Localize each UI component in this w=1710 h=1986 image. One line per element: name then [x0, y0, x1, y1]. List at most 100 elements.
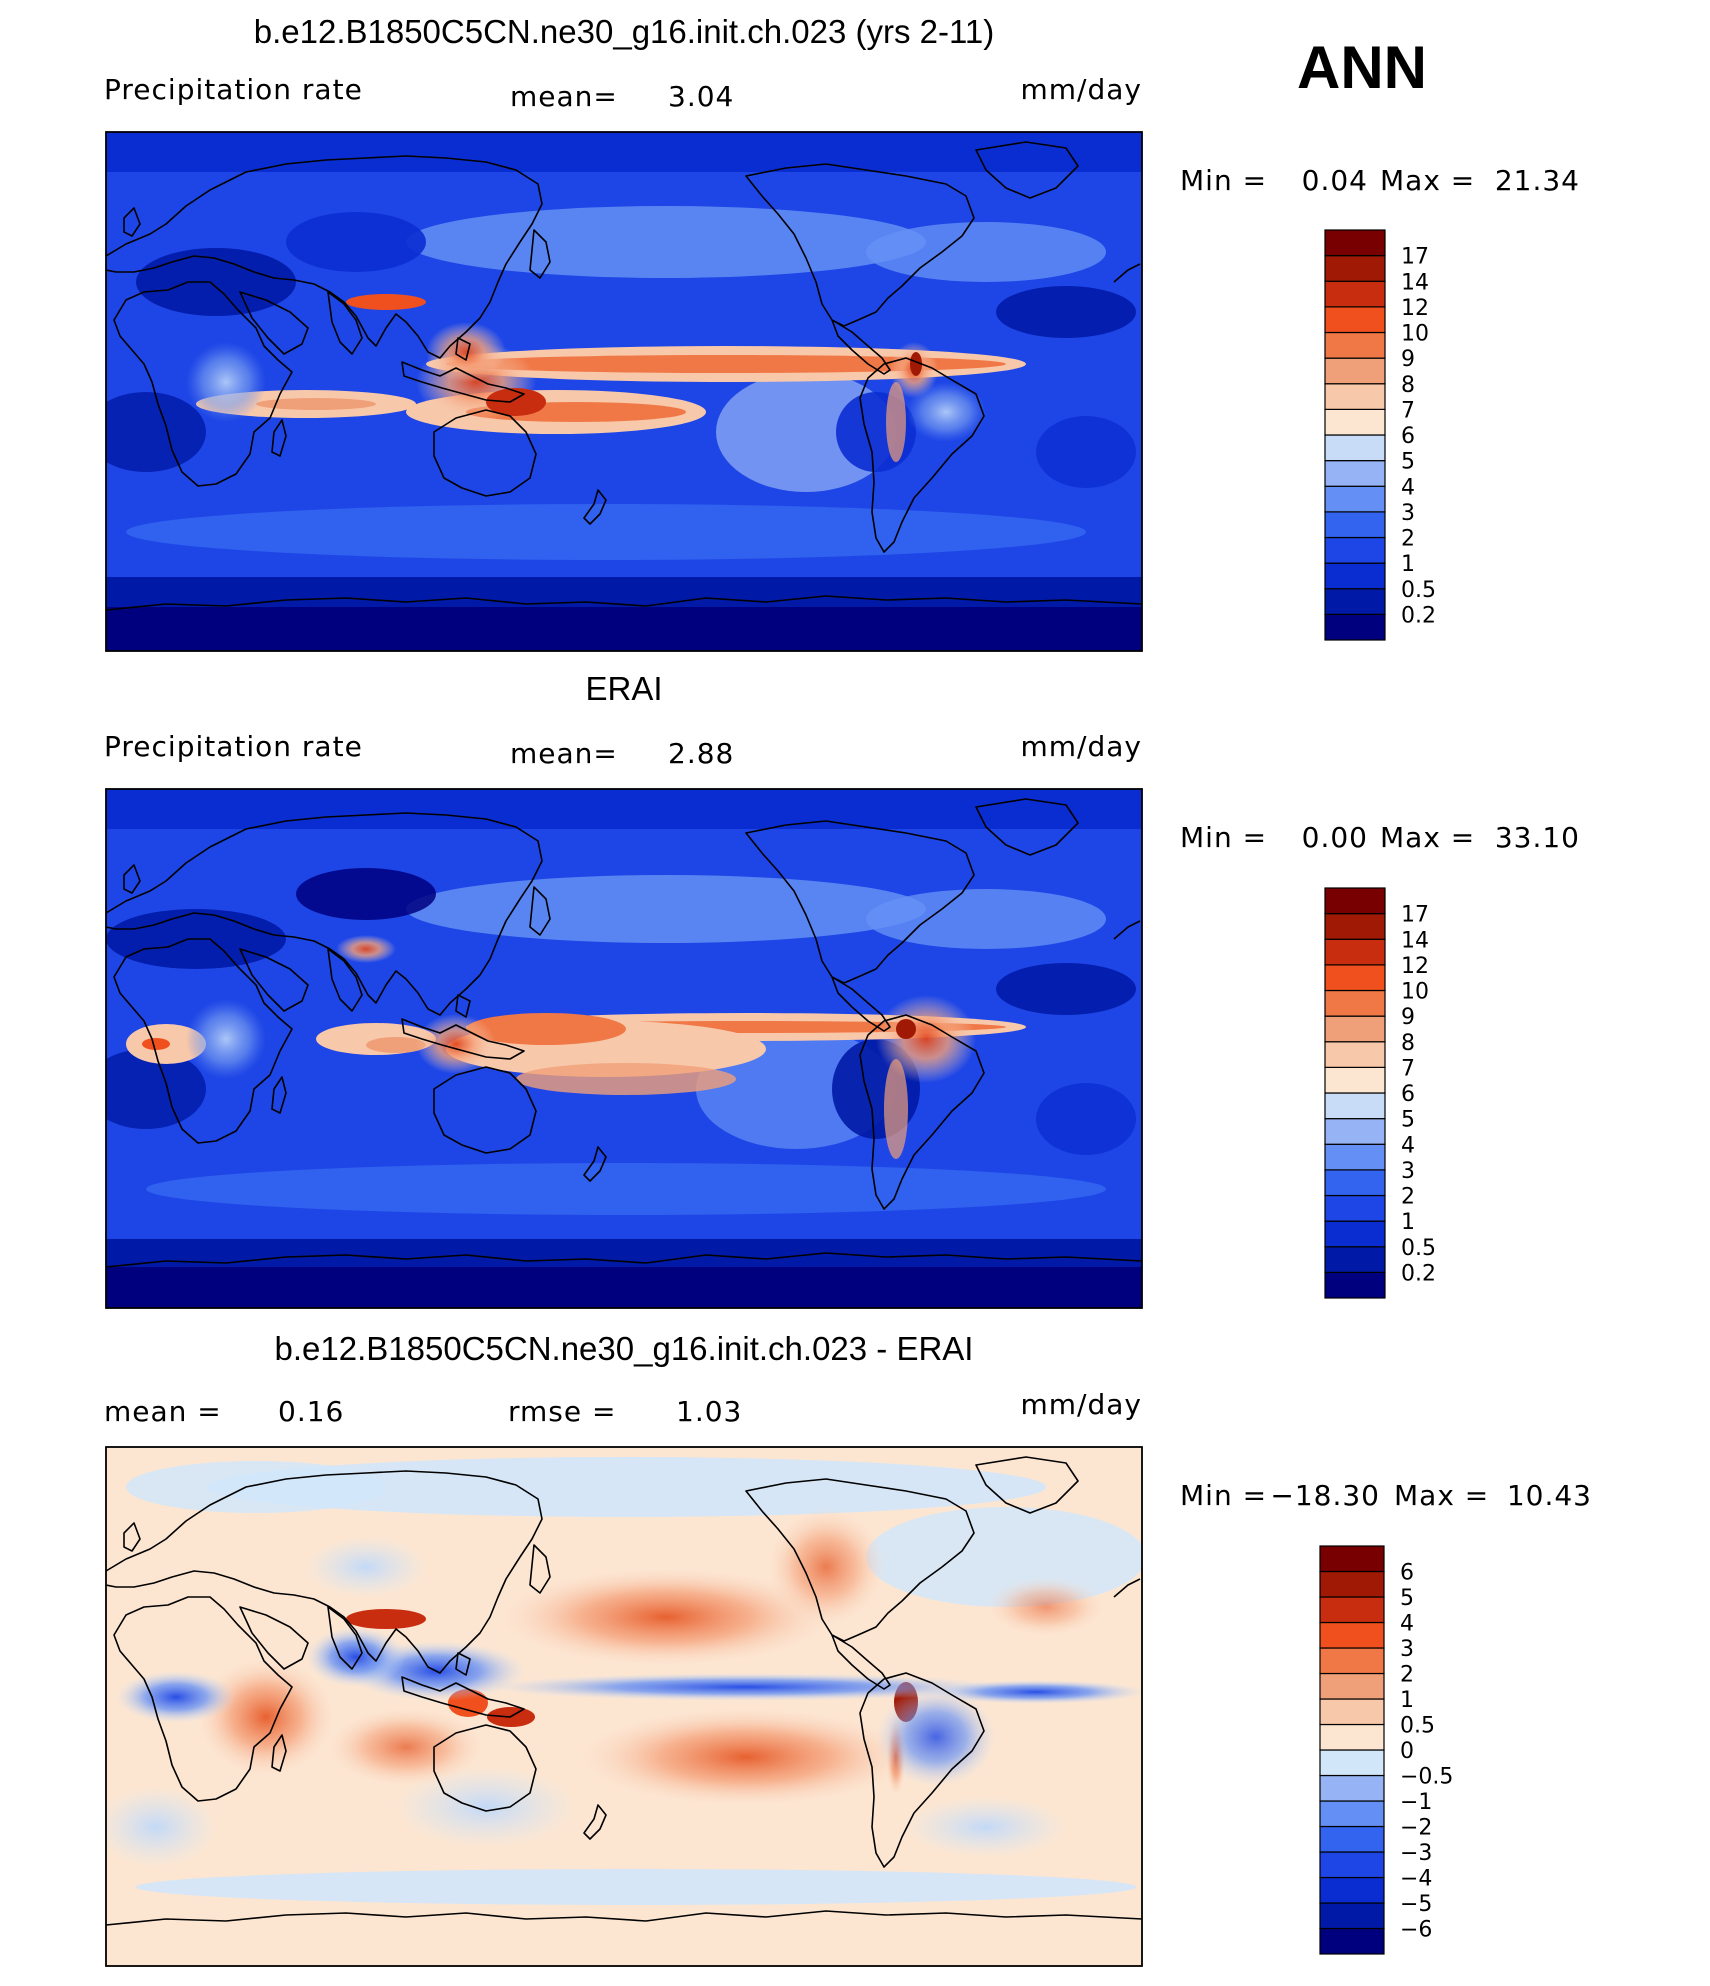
colorbar-swatch: [1319, 1800, 1385, 1828]
colorbar-tick-label: 5: [1400, 1586, 1414, 1611]
colorbar-tick-label: −3: [1400, 1841, 1432, 1866]
colorbar-swatch: [1319, 1647, 1385, 1675]
colorbar-tick-label: 4: [1401, 1133, 1415, 1158]
colorbar-tick-label: 8: [1401, 373, 1415, 398]
colorbar-swatch: [1319, 1723, 1385, 1751]
colorbar-swatch: [1324, 938, 1386, 966]
colorbar-tick-label: 0.2: [1401, 1261, 1436, 1286]
colorbar-tick-label: 4: [1400, 1612, 1414, 1637]
colorbar-tick-label: 2: [1401, 527, 1415, 552]
diff-mean-label: mean =: [104, 1395, 222, 1428]
colorbar-tick-label: 4: [1401, 475, 1415, 500]
colorbar-swatch: [1324, 1143, 1386, 1171]
colorbar-tick-label: 12: [1401, 296, 1429, 321]
colorbar-swatch: [1324, 408, 1386, 436]
map-model: [106, 132, 1142, 651]
colorbar-tick-label: 2: [1400, 1663, 1414, 1688]
max-label: Max =: [1380, 164, 1475, 197]
colorbar-tick-label: 10: [1401, 980, 1429, 1005]
mean-label: mean=: [510, 737, 618, 770]
colorbar-swatch: [1324, 460, 1386, 487]
map-frame: [105, 131, 1143, 652]
colorbar-swatch: [1319, 1902, 1385, 1930]
colorbar-tick-label: 5: [1401, 450, 1415, 475]
rmse-value: 1.03: [676, 1395, 742, 1428]
colorbar-swatch: [1324, 1066, 1386, 1094]
colorbar-tick-label: −4: [1400, 1867, 1432, 1892]
colorbar-swatch: [1324, 1194, 1386, 1222]
min-label: Min =: [1180, 821, 1267, 854]
colorbar-tick-label: 3: [1400, 1637, 1414, 1662]
panel-diff: b.e12.B1850C5CN.ne30_g16.init.ch.023 - E…: [104, 1330, 1592, 1967]
colorbar-tick-label: 10: [1401, 322, 1429, 347]
colorbar-tick-label: 6: [1400, 1561, 1414, 1586]
colorbar-tick-label: −2: [1400, 1816, 1432, 1841]
max-value: 10.43: [1507, 1479, 1592, 1512]
season-label: ANN: [1297, 34, 1427, 101]
colorbar-swatch: [1319, 1570, 1385, 1598]
colorbar-tick-label: 17: [1401, 245, 1429, 270]
mean-label: mean=: [510, 80, 618, 113]
colorbar-swatch: [1319, 1825, 1385, 1853]
map-obs: [106, 789, 1142, 1308]
colorbar-tick-label: −5: [1400, 1892, 1432, 1917]
colorbar-swatch: [1319, 1596, 1385, 1624]
colorbar-swatch: [1324, 383, 1386, 410]
colorbar-tick-label: −0.5: [1400, 1765, 1453, 1790]
colorbar-swatch: [1324, 1092, 1386, 1120]
colorbar-swatch: [1324, 485, 1386, 513]
colorbar-tick-label: 3: [1401, 1159, 1415, 1184]
colorbar-swatch: [1324, 964, 1386, 992]
colorbar-swatch: [1324, 613, 1386, 641]
map-diff: [106, 1447, 1142, 1966]
min-label: Min =: [1180, 164, 1267, 197]
colorbar-tick-label: 9: [1401, 1005, 1415, 1030]
colorbar-swatch: [1324, 536, 1386, 564]
min-value: 0.00: [1302, 821, 1368, 854]
colorbar-tick-label: 0.2: [1401, 603, 1436, 628]
colorbar-tick-label: 0.5: [1400, 1714, 1435, 1739]
rmse-label: rmse =: [508, 1395, 616, 1428]
colorbar-swatch: [1324, 1041, 1386, 1068]
colorbar-tick-label: 12: [1401, 954, 1429, 979]
variable-label: Precipitation rate: [104, 73, 363, 106]
units-label: mm/day: [1021, 730, 1143, 763]
colorbar-tick-label: 3: [1401, 501, 1415, 526]
colorbar-tick-label: 1: [1401, 1210, 1415, 1235]
colorbar-swatch: [1324, 1271, 1386, 1299]
colorbar-tick-label: −6: [1400, 1918, 1432, 1943]
colorbar-tick-label: 0: [1400, 1739, 1414, 1764]
min-value: 0.04: [1302, 164, 1368, 197]
max-value: 33.10: [1495, 821, 1580, 854]
colorbar-tick-label: 14: [1401, 928, 1429, 953]
colorbar-swatch: [1324, 989, 1386, 1017]
colorbar-swatch: [1324, 229, 1386, 257]
mean-value: 2.88: [668, 737, 734, 770]
colorbar-swatch: [1319, 1698, 1385, 1726]
diff-mean-value: 0.16: [278, 1395, 344, 1428]
max-label: Max =: [1380, 821, 1475, 854]
colorbar-swatch: [1324, 913, 1386, 940]
colorbar-swatch: [1324, 588, 1386, 615]
colorbar-swatch: [1319, 1876, 1385, 1904]
max-value: 21.34: [1495, 164, 1580, 197]
colorbar-swatch: [1319, 1927, 1385, 1955]
units-label: mm/day: [1021, 73, 1143, 106]
panel-model: b.e12.B1850C5CN.ne30_g16.init.ch.023 (yr…: [104, 13, 1580, 652]
colorbar-swatch: [1319, 1749, 1385, 1777]
colorbar-tick-label: 6: [1401, 424, 1415, 449]
colorbar-tick-label: 14: [1401, 270, 1429, 295]
colorbar-swatch: [1324, 280, 1386, 308]
colorbar-tick-label: 9: [1401, 347, 1415, 372]
colorbar-swatch: [1319, 1851, 1385, 1879]
colorbar-swatch: [1324, 357, 1386, 385]
colorbar-tick-label: 2: [1401, 1185, 1415, 1210]
colorbar-tick-label: 0.5: [1401, 578, 1436, 603]
colorbar-swatch: [1319, 1621, 1385, 1649]
colorbar-tick-label: 1: [1401, 552, 1415, 577]
colorbar-tick-label: 5: [1401, 1108, 1415, 1133]
colorbar-swatch: [1324, 562, 1386, 590]
